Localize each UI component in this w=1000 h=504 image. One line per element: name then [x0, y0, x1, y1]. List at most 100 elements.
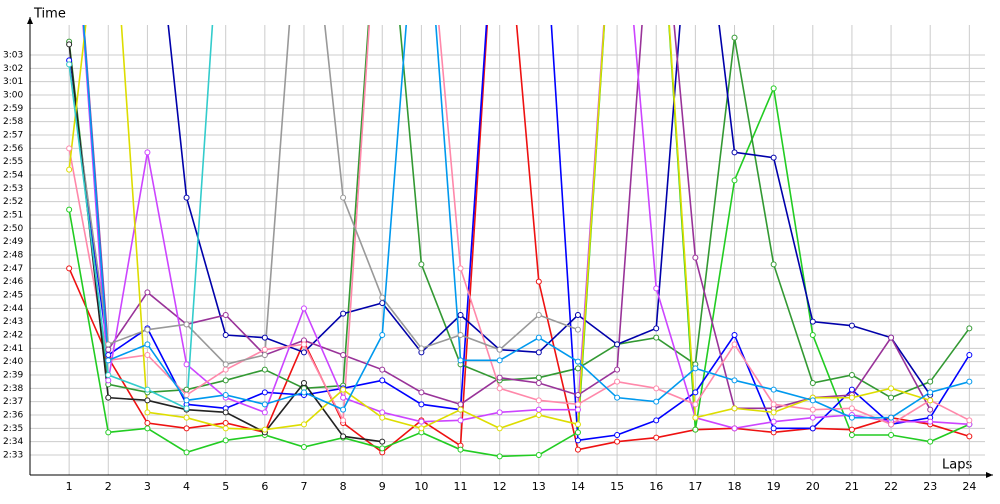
data-point — [614, 438, 621, 445]
data-point — [222, 312, 229, 318]
data-point — [496, 453, 503, 460]
data-point — [379, 332, 386, 338]
data-point — [496, 425, 503, 432]
data-point — [261, 366, 268, 373]
data-point — [418, 261, 425, 268]
y-tick-label: 2:56 — [3, 144, 23, 154]
series-line — [82, 25, 970, 430]
data-point — [457, 417, 464, 424]
data-point — [379, 294, 386, 301]
y-tick-label: 2:36 — [3, 411, 23, 421]
x-tick-label: 1 — [66, 480, 73, 493]
data-point — [770, 425, 777, 432]
data-point — [770, 386, 777, 393]
data-point — [731, 149, 738, 156]
y-tick-label: 3:00 — [3, 91, 23, 101]
data-point — [770, 261, 777, 268]
x-tick-label: 11 — [454, 480, 468, 493]
x-axis-label: Laps — [942, 458, 972, 473]
data-point — [340, 194, 347, 201]
x-tick-label: 3 — [144, 480, 151, 493]
y-tick-label: 3:01 — [3, 77, 23, 87]
x-tick-label: 12 — [493, 480, 507, 493]
x-tick-label: 8 — [340, 480, 347, 493]
data-point — [300, 421, 307, 428]
data-point — [222, 409, 229, 416]
data-point — [888, 394, 895, 401]
y-tick-label: 2:34 — [3, 437, 23, 447]
data-point — [496, 374, 503, 381]
data-point — [183, 321, 190, 328]
x-tick-label: 20 — [806, 480, 820, 493]
data-point — [105, 377, 112, 384]
data-point — [261, 401, 268, 408]
data-point — [418, 418, 425, 425]
data-point — [731, 405, 738, 412]
data-point — [222, 392, 229, 398]
data-point — [222, 425, 229, 432]
data-point — [379, 445, 386, 452]
data-point — [66, 265, 73, 272]
data-point — [770, 154, 777, 161]
data-point — [379, 409, 386, 416]
data-point — [144, 425, 151, 432]
data-point — [535, 406, 542, 413]
data-point — [848, 372, 855, 378]
data-point — [457, 401, 464, 408]
data-point — [300, 389, 307, 396]
data-point — [457, 332, 464, 338]
y-tick-label: 2:48 — [3, 251, 23, 261]
series-line — [68, 25, 579, 366]
data-point — [966, 417, 973, 424]
y-axis-label: Time — [33, 7, 66, 22]
data-point — [614, 432, 621, 438]
y-tick-label: 2:51 — [3, 211, 23, 221]
data-point — [183, 425, 190, 432]
data-point — [144, 341, 151, 348]
x-tick-label: 17 — [688, 480, 702, 493]
x-tick-label: 9 — [379, 480, 386, 493]
x-tick-label: 18 — [728, 480, 742, 493]
data-point — [574, 421, 581, 428]
y-tick-label: 2:52 — [3, 197, 23, 207]
data-point — [574, 429, 581, 436]
data-point — [105, 346, 112, 353]
x-tick-label: 13 — [532, 480, 546, 493]
data-point — [731, 377, 738, 384]
data-point — [966, 378, 973, 385]
data-point — [66, 145, 73, 152]
data-point — [927, 418, 934, 425]
data-point — [222, 377, 229, 384]
y-tick-label: 2:35 — [3, 424, 23, 434]
data-point — [496, 357, 503, 364]
data-point — [574, 326, 581, 333]
x-tick-label: 15 — [610, 480, 624, 493]
data-point — [966, 352, 973, 358]
x-tick-label: 7 — [300, 480, 307, 493]
data-point — [574, 401, 581, 408]
data-point — [731, 425, 738, 432]
data-point — [340, 310, 347, 317]
y-tick-label: 2:40 — [3, 357, 23, 367]
data-point — [183, 361, 190, 368]
data-point — [848, 322, 855, 329]
data-point — [105, 341, 112, 348]
data-point — [927, 397, 934, 404]
data-point — [731, 34, 738, 41]
data-point — [770, 401, 777, 408]
data-point — [457, 312, 464, 318]
data-point — [848, 394, 855, 401]
data-point — [692, 401, 699, 408]
data-point — [535, 397, 542, 404]
data-point — [888, 421, 895, 428]
data-point — [183, 405, 190, 412]
y-tick-label: 2:58 — [3, 117, 23, 127]
x-tick-label: 21 — [845, 480, 859, 493]
data-point — [457, 357, 464, 364]
y-tick-label: 2:46 — [3, 277, 23, 287]
data-point — [574, 312, 581, 318]
data-point — [144, 386, 151, 393]
data-point — [222, 437, 229, 444]
data-point — [66, 61, 73, 68]
data-point — [105, 352, 112, 358]
